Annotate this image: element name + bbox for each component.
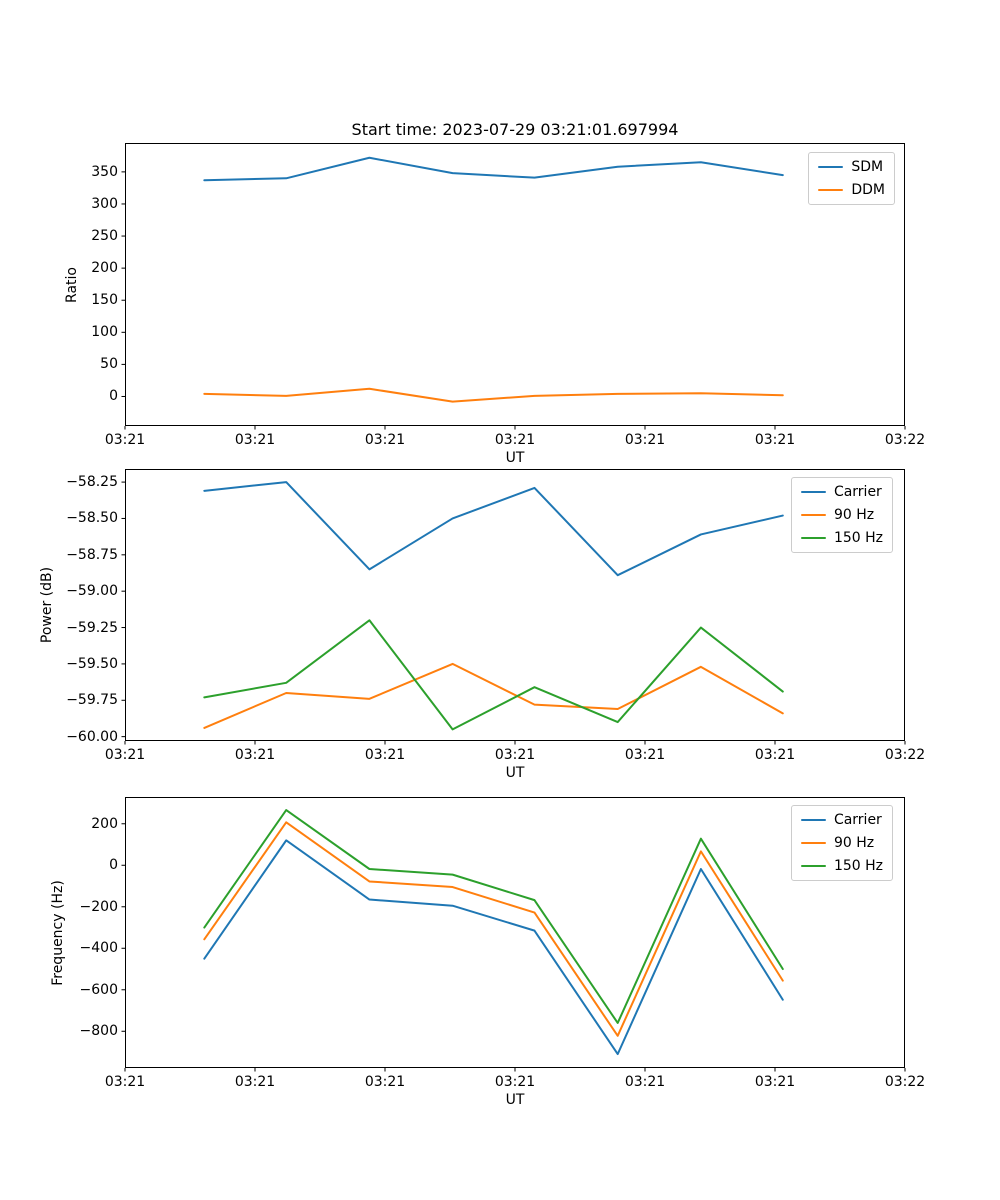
x-tick-label: 03:21 — [754, 432, 796, 448]
y-tick-label: −59.25 — [66, 619, 118, 636]
x-tick-label: 03:22 — [884, 747, 926, 763]
legend-item: 90 Hz — [800, 835, 883, 852]
axes-frame — [125, 143, 905, 426]
y-tick-label: 100 — [91, 324, 118, 341]
series-line-ddm — [203, 387, 784, 403]
y-tick-label: −59.75 — [66, 692, 118, 709]
y-tick-label: −800 — [79, 1023, 118, 1040]
legend-swatch-carrier — [800, 490, 826, 494]
series-line-150-hz — [203, 619, 784, 731]
x-axis-label: UT — [505, 1092, 525, 1108]
legend-swatch-ddm — [818, 188, 844, 192]
series-line-90-hz — [203, 821, 784, 1037]
legend-swatch-sdm — [818, 165, 844, 169]
legend-item-label: Carrier — [833, 484, 882, 500]
x-tick-label: 03:21 — [624, 432, 666, 448]
legend-swatch-90-hz — [800, 841, 826, 845]
legend-item-label: 90 Hz — [833, 835, 875, 852]
x-tick-label: 03:21 — [104, 747, 146, 763]
legend-swatch-150-hz — [800, 864, 826, 868]
x-tick-label: 03:21 — [624, 1074, 666, 1090]
y-tick-label: −58.50 — [66, 510, 118, 527]
plot-area — [121, 797, 906, 1072]
y-tick-label: 0 — [109, 857, 118, 874]
power-chart: 03:21 03:21 03:21 03:21 03:21 03:21 03:22 −60.0… — [39, 469, 925, 780]
x-tick-label: 03:21 — [234, 432, 276, 448]
series-line-carrier — [203, 839, 784, 1056]
legend-swatch-150-hz — [800, 536, 826, 540]
legend-swatch-90-hz — [800, 513, 826, 517]
axes-frame — [125, 797, 905, 1068]
x-axis-label: UT — [505, 450, 525, 466]
y-tick-label: 300 — [91, 195, 118, 212]
y-tick-label: −600 — [79, 981, 118, 998]
y-tick-label: −59.00 — [66, 583, 118, 600]
y-tick-label: 350 — [91, 163, 118, 180]
axes-frame — [125, 469, 905, 741]
legend-item: SDM — [818, 159, 885, 175]
y-axis-label: Power (dB) — [39, 566, 55, 644]
legend-item-label: DDM — [851, 182, 885, 199]
series-line-carrier — [203, 481, 784, 577]
y-tick-label: −400 — [79, 940, 118, 957]
y-tick-label: 50 — [100, 356, 118, 373]
y-tick-label: −58.75 — [66, 546, 118, 563]
figure-title: Start time: 2023-07-29 03:21:01.697994 — [351, 120, 679, 139]
frequency-chart: 03:21 03:21 03:21 03:21 03:21 03:21 03:22 −800 −… — [50, 797, 925, 1107]
legend-item-label: 150 Hz — [833, 858, 883, 875]
y-tick-label: 200 — [91, 815, 118, 832]
y-tick-label: 200 — [91, 260, 118, 277]
series-line-90-hz — [203, 662, 784, 729]
legend: Carrier 90 Hz 150 Hz — [790, 805, 893, 882]
x-tick-label: 03:21 — [754, 747, 796, 763]
x-tick-label: 03:21 — [104, 432, 146, 448]
x-tick-label: 03:22 — [884, 1074, 926, 1090]
x-tick-label: 03:21 — [624, 747, 666, 763]
y-tick-label: 150 — [91, 292, 118, 309]
x-tick-label: 03:21 — [364, 747, 406, 763]
y-tick-label: 0 — [109, 388, 118, 405]
legend-item: 150 Hz — [800, 530, 883, 547]
legend-item: Carrier — [800, 812, 883, 828]
legend: Carrier 90 Hz 150 Hz — [790, 477, 893, 554]
legend-item-label: Carrier — [833, 812, 882, 828]
legend-item: DDM — [818, 182, 885, 198]
y-tick-label: −59.50 — [66, 655, 118, 672]
plot-area — [121, 143, 906, 430]
x-tick-label: 03:21 — [754, 1074, 796, 1090]
x-tick-label: 03:21 — [494, 747, 536, 763]
ratio-chart: 03:21 03:21 03:21 03:21 03:21 03:21 03:22 0 50 10… — [64, 143, 925, 465]
legend-item: Carrier — [800, 484, 883, 500]
x-axis-label: UT — [505, 765, 525, 781]
legend-item-label: 150 Hz — [833, 530, 883, 547]
legend-item-label: SDM — [851, 159, 884, 175]
legend-item: 150 Hz — [800, 858, 883, 875]
legend: SDM DDM — [808, 152, 895, 206]
legend-item: 90 Hz — [800, 507, 883, 524]
x-tick-label: 03:21 — [494, 432, 536, 448]
y-axis-label: Ratio — [64, 266, 80, 303]
x-tick-label: 03:22 — [884, 432, 926, 448]
series-line-150-hz — [203, 809, 784, 1024]
legend-item-label: 90 Hz — [833, 507, 875, 524]
series-line-sdm — [203, 156, 784, 182]
y-tick-label: −200 — [79, 898, 118, 915]
x-tick-label: 03:21 — [234, 747, 276, 763]
y-tick-label: 250 — [91, 228, 118, 245]
x-tick-label: 03:21 — [494, 1074, 536, 1090]
x-tick-label: 03:21 — [364, 432, 406, 448]
plot-area — [121, 469, 906, 745]
x-tick-label: 03:21 — [364, 1074, 406, 1090]
legend-swatch-carrier — [800, 818, 826, 822]
y-axis-label: Frequency (Hz) — [50, 879, 66, 986]
x-tick-label: 03:21 — [234, 1074, 276, 1090]
y-tick-label: −58.25 — [66, 474, 118, 491]
x-tick-label: 03:21 — [104, 1074, 146, 1090]
y-tick-label: −60.00 — [66, 728, 118, 745]
